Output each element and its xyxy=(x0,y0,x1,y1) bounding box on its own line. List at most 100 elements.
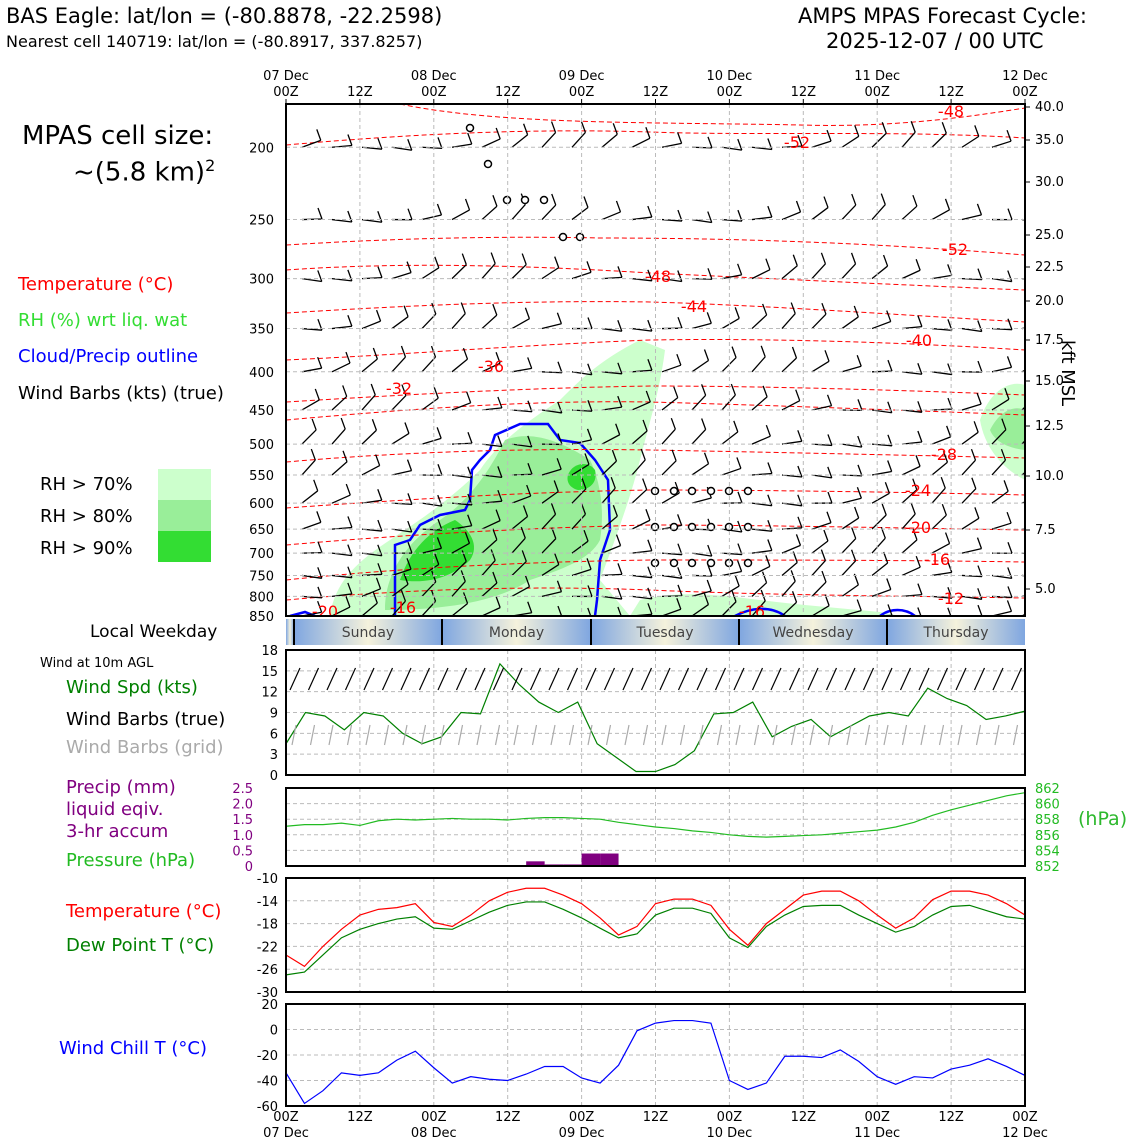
wind-barb-feather xyxy=(404,422,410,434)
panel-tick-label: -22 xyxy=(257,940,278,955)
wind-barb-feather xyxy=(342,450,348,463)
wind-barb xyxy=(991,366,1012,373)
wind-barb-feather xyxy=(1007,542,1013,554)
wind-barb xyxy=(631,519,651,530)
wind-barb xyxy=(901,539,918,554)
wind-barb-feather xyxy=(915,455,921,467)
bottom-hour-label: 00Z xyxy=(864,1110,890,1125)
wind-barb xyxy=(391,470,412,476)
wind-barb-feather xyxy=(671,449,677,462)
weekday-cell xyxy=(294,619,442,645)
wind-barb-feather xyxy=(313,479,319,492)
wind-barb-feather xyxy=(674,481,680,494)
wind-barb-feather xyxy=(460,302,466,314)
wind-barb-feather xyxy=(586,261,592,273)
wind-barb-feather xyxy=(347,134,353,146)
wind-barb-feather xyxy=(917,430,923,443)
wind-barb xyxy=(661,397,679,411)
wind-barb-feather xyxy=(820,549,827,561)
wind-barb-feather xyxy=(736,457,742,469)
surface-wind-barb xyxy=(344,667,357,691)
wind-barb-feather xyxy=(615,423,621,435)
wind-barb-feather xyxy=(647,319,653,332)
grid-wind-barb xyxy=(661,724,667,746)
grid-wind-barb xyxy=(568,724,575,746)
wind-barb xyxy=(691,359,709,373)
surface-wind-barb xyxy=(807,667,819,691)
wind-barb-feather xyxy=(917,583,923,595)
surface-wind-barb xyxy=(381,667,394,691)
wind-barb xyxy=(511,134,529,148)
wind-barb-feather xyxy=(851,527,857,539)
wind-barb-feather xyxy=(311,418,317,431)
wind-barb-feather xyxy=(375,309,382,322)
wind-barb-feather xyxy=(615,200,622,213)
wind-barb xyxy=(451,313,466,329)
wind-barb xyxy=(421,356,436,373)
wind-barb-feather xyxy=(795,389,801,401)
wind-barb-feather xyxy=(554,553,560,565)
precip-bar xyxy=(581,853,601,866)
wind-barb xyxy=(481,607,501,616)
wind-barb xyxy=(811,474,832,479)
wind-barb xyxy=(541,267,560,280)
wind-barb xyxy=(451,358,468,373)
wind-barb-feather xyxy=(610,476,616,489)
wind-barb-feather xyxy=(853,305,859,318)
wind-barb xyxy=(871,265,888,280)
bottom-hour-label: 00Z xyxy=(569,1110,595,1125)
wind-barb xyxy=(391,568,412,577)
wind-barb xyxy=(781,561,798,576)
wind-barb-feather xyxy=(437,518,443,531)
wind-barb-feather xyxy=(645,127,651,139)
wind-speed-label: Wind Spd (kts) xyxy=(66,677,198,698)
temperature-contour xyxy=(286,449,1025,463)
wind-barb-feather xyxy=(317,356,323,369)
surface-wind-barb xyxy=(714,667,727,691)
wind-barb-feather xyxy=(1038,211,1042,222)
wind-barb xyxy=(781,601,797,616)
wind-barb-feather xyxy=(583,529,589,542)
weekday-label: Sunday xyxy=(342,625,394,641)
wind-barb-feather xyxy=(767,205,773,218)
pressure-line xyxy=(285,792,1026,838)
wind-barb-feather xyxy=(497,435,503,447)
wind-barb-feather xyxy=(795,200,802,213)
grid-wind-barb xyxy=(772,724,778,746)
wind-barb-feather xyxy=(706,579,712,592)
wind-barb xyxy=(811,263,826,280)
grid-wind-barb xyxy=(642,724,649,746)
bottom-date-label: 07 Dec xyxy=(263,1126,309,1140)
legend-rh90: RH > 90% xyxy=(40,538,133,559)
surface-wind-barb xyxy=(696,667,708,691)
panel-tick-label: -10 xyxy=(257,872,278,887)
wind-barb-feather xyxy=(976,537,983,549)
wind-barb-feather xyxy=(612,123,618,135)
wind-barb-feather xyxy=(467,514,473,526)
precip-tick-label: 1.0 xyxy=(232,829,253,844)
wind-barb-feather xyxy=(642,419,648,432)
wind-barb xyxy=(841,443,862,448)
legend-temperature: Temperature (°C) xyxy=(18,274,174,295)
wind-barb-feather xyxy=(973,421,979,433)
station-title: BAS Eagle: lat/lon = (-80.8878, -22.2598… xyxy=(6,4,443,28)
wind-barb-feather xyxy=(826,511,832,524)
wind-barb-feather xyxy=(797,516,803,529)
cross-section-frame xyxy=(285,103,1026,617)
temperature-contour-label: -40 xyxy=(906,331,932,350)
wind-barb xyxy=(361,464,380,476)
hpa-axis-label: (hPa) xyxy=(1078,808,1128,830)
top-hour-label: 12Z xyxy=(938,85,964,100)
pressure-label: Pressure (hPa) xyxy=(66,850,196,871)
wind-barb-feather xyxy=(400,589,407,602)
wind-barb-feather xyxy=(347,544,353,556)
wind-barb xyxy=(781,357,797,373)
wind-barb-feather xyxy=(767,494,773,506)
wind-barb-feather xyxy=(703,452,710,464)
surface-wind-barb xyxy=(289,667,301,691)
pressure-tick-label: 650 xyxy=(249,523,274,538)
top-hour-label: 12Z xyxy=(791,85,817,100)
wind-barb xyxy=(721,274,742,280)
wind-barb xyxy=(421,502,442,507)
wind-barb-feather xyxy=(495,596,501,608)
